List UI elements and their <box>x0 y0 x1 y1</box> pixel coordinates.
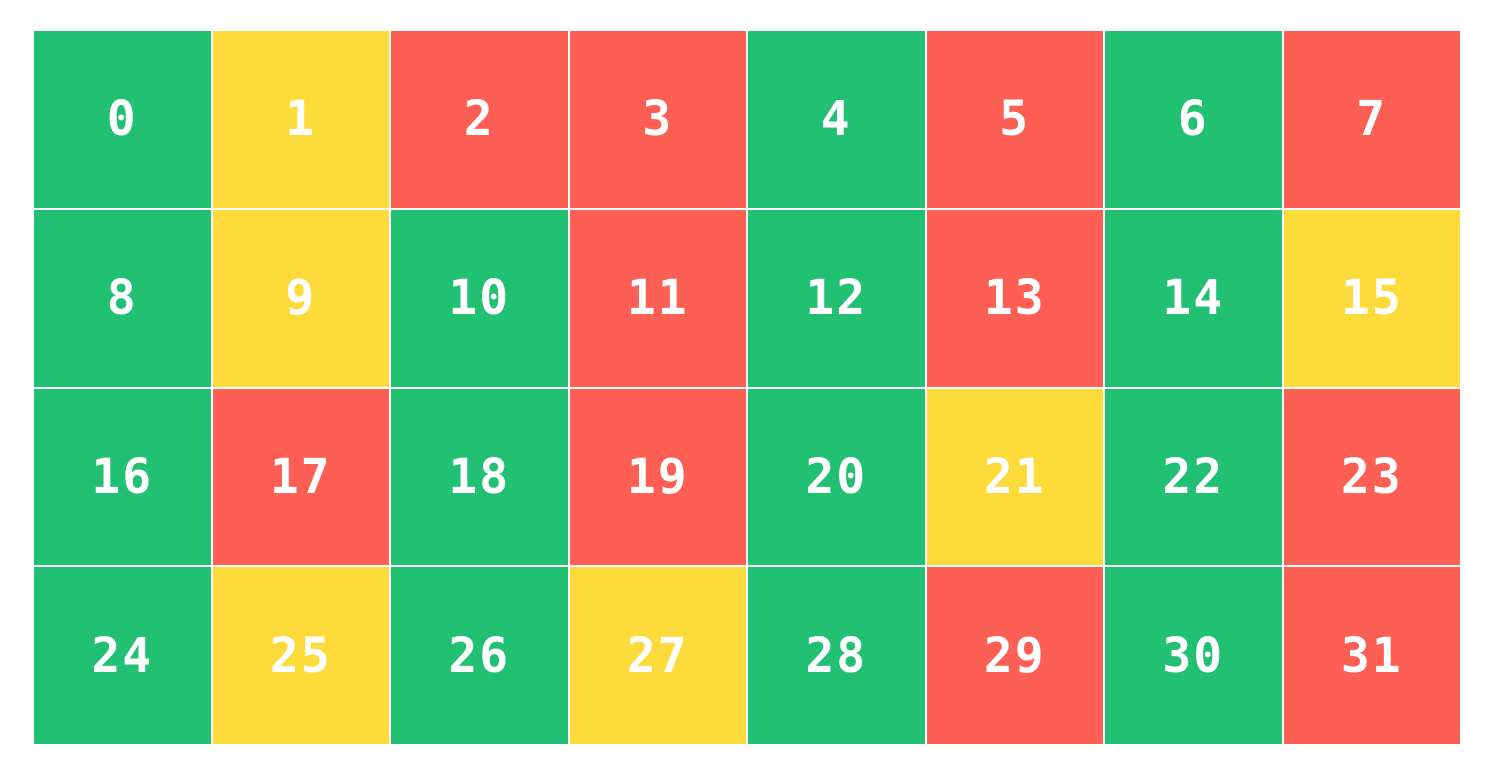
grid-cell-13[interactable]: 13 <box>926 209 1103 387</box>
grid-cell-1[interactable]: 1 <box>212 31 389 208</box>
grid-cell-2[interactable]: 2 <box>391 31 568 208</box>
grid-cell-18[interactable]: 18 <box>391 388 568 566</box>
grid-cell-0[interactable]: 0 <box>34 31 211 208</box>
grid-cell-22[interactable]: 22 <box>1105 388 1282 566</box>
grid-cell-9[interactable]: 9 <box>212 209 389 387</box>
grid-cell-20[interactable]: 20 <box>748 388 925 566</box>
grid-cell-14[interactable]: 14 <box>1105 209 1282 387</box>
grid-cell-23[interactable]: 23 <box>1283 388 1460 566</box>
grid-cell-6[interactable]: 6 <box>1105 31 1282 208</box>
grid-cell-17[interactable]: 17 <box>212 388 389 566</box>
grid-cell-28[interactable]: 28 <box>748 567 925 744</box>
grid-cell-19[interactable]: 19 <box>569 388 746 566</box>
grid-cell-10[interactable]: 10 <box>391 209 568 387</box>
grid-cell-16[interactable]: 16 <box>34 388 211 566</box>
grid-cell-27[interactable]: 27 <box>569 567 746 744</box>
grid-cell-3[interactable]: 3 <box>569 31 746 208</box>
grid-cell-15[interactable]: 15 <box>1283 209 1460 387</box>
grid-cell-8[interactable]: 8 <box>34 209 211 387</box>
grid-cell-29[interactable]: 29 <box>926 567 1103 744</box>
grid-cell-12[interactable]: 12 <box>748 209 925 387</box>
grid-cell-4[interactable]: 4 <box>748 31 925 208</box>
grid-cell-24[interactable]: 24 <box>34 567 211 744</box>
grid-cell-21[interactable]: 21 <box>926 388 1103 566</box>
grid-cell-26[interactable]: 26 <box>391 567 568 744</box>
grid-cell-30[interactable]: 30 <box>1105 567 1282 744</box>
grid-cell-31[interactable]: 31 <box>1283 567 1460 744</box>
grid-cell-25[interactable]: 25 <box>212 567 389 744</box>
grid-cell-5[interactable]: 5 <box>926 31 1103 208</box>
status-grid: 0 1 2 3 4 5 6 7 8 9 10 11 12 13 14 15 16 17 18 19 20 21 22 23 24… <box>34 31 1460 744</box>
grid-cell-7[interactable]: 7 <box>1283 31 1460 208</box>
grid-cell-11[interactable]: 11 <box>569 209 746 387</box>
